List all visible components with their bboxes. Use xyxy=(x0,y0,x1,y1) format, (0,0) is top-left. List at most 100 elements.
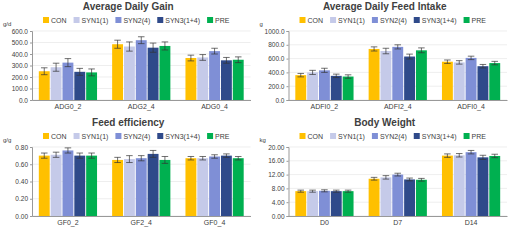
bar xyxy=(136,40,147,100)
legend: CONSYN1(1)SYN2(4)SYN3(1+4)PRE xyxy=(300,133,487,141)
legend-entry: SYN1(1) xyxy=(74,133,109,141)
panel: Feed efficiencyg/gCONSYN1(1)SYN2(4)SYN3(… xyxy=(3,117,251,227)
grid-line xyxy=(32,31,251,32)
error-bar xyxy=(223,154,230,157)
legend-label: SYN1(1) xyxy=(338,17,365,25)
tick: 0.60 xyxy=(15,161,32,168)
tick: ADG0_2 xyxy=(54,100,81,111)
tick: 200.0 xyxy=(268,83,288,90)
bar xyxy=(369,179,380,216)
tick-label: 0.20 xyxy=(15,195,28,202)
legend-entry: SYN1(1) xyxy=(330,133,365,141)
plot-area xyxy=(39,37,244,100)
bar xyxy=(380,51,391,100)
bar xyxy=(489,156,500,216)
tick-mark xyxy=(287,175,289,176)
legend-label: PRE xyxy=(472,133,487,140)
tick-mark xyxy=(287,202,289,203)
legend-entry: SYN2(4) xyxy=(372,17,407,25)
error-bar xyxy=(126,156,133,163)
panel: Average Daily Feed IntakegCONSYN1(1)SYN2… xyxy=(260,1,508,111)
tick-label: 200.0 xyxy=(12,74,29,81)
legend-entry: SYN1(1) xyxy=(330,17,365,25)
bar xyxy=(136,158,147,216)
tick: 0.00 xyxy=(272,213,289,220)
bar xyxy=(209,51,220,100)
tick-mark xyxy=(30,100,32,101)
legend-label: SYN1(1) xyxy=(82,133,109,141)
bar xyxy=(62,150,73,216)
grid xyxy=(289,31,508,100)
tick-label: 100.0 xyxy=(12,85,29,92)
error-bar xyxy=(383,176,390,179)
bar xyxy=(442,62,453,100)
tick-label: 0.0 xyxy=(275,97,284,104)
legend-swatch xyxy=(74,133,80,139)
legend-entry: CON xyxy=(300,17,324,24)
tick: 1000.0 xyxy=(265,28,289,35)
axis-title: kg xyxy=(260,137,266,143)
tick-mark xyxy=(287,100,289,101)
legend: CONSYN1(1)SYN2(4)SYN3(1+4)PRE xyxy=(300,17,487,25)
tick-mark xyxy=(30,77,32,78)
error-bar xyxy=(468,56,475,59)
tick-label: ADFI0_4 xyxy=(457,103,485,111)
tick-mark xyxy=(287,161,289,162)
error-bar xyxy=(418,178,425,181)
bar xyxy=(221,60,232,100)
error-bar xyxy=(162,42,169,50)
tick-label: D7 xyxy=(393,219,402,226)
bar xyxy=(404,179,415,216)
error-bar xyxy=(150,150,157,157)
tick: 500.0 xyxy=(12,39,32,46)
legend-entry: SYN2(4) xyxy=(115,17,150,25)
error-bar xyxy=(480,64,487,67)
error-bar xyxy=(406,54,413,59)
error-bar xyxy=(138,156,145,161)
tick: GF2_4 xyxy=(131,216,153,227)
legend-entry: CON xyxy=(43,133,67,140)
tick-label: ADFI0_2 xyxy=(311,103,339,111)
bar xyxy=(442,156,453,216)
legend-swatch xyxy=(372,17,378,23)
bar xyxy=(295,75,306,100)
tick-mark xyxy=(30,216,32,217)
error-bar xyxy=(456,61,463,64)
error-bar xyxy=(297,190,304,192)
legend-swatch xyxy=(43,17,49,23)
bar xyxy=(404,57,415,100)
bar xyxy=(74,156,85,216)
legend-label: PRE xyxy=(472,17,487,24)
error-bar xyxy=(333,74,340,77)
tick-mark xyxy=(287,216,289,217)
error-bar xyxy=(491,154,498,157)
tick: 200.0 xyxy=(12,74,32,81)
legend-label: CON xyxy=(308,133,324,140)
tick-mark xyxy=(287,31,289,32)
legend-entry: SYN2(4) xyxy=(115,133,150,141)
bar xyxy=(454,62,465,100)
error-bar xyxy=(235,156,242,159)
error-bar xyxy=(333,190,340,192)
tick-label: D0 xyxy=(320,219,329,226)
error-bar xyxy=(297,73,304,76)
tick: 600.0 xyxy=(268,55,288,62)
tick: 0.20 xyxy=(15,195,32,202)
error-bar xyxy=(65,148,72,153)
legend-label: CON xyxy=(51,17,67,24)
legend-label: CON xyxy=(308,17,324,24)
tick-label: 8.00 xyxy=(272,185,285,192)
legend-swatch xyxy=(207,133,213,139)
tick-label: ADG0_2 xyxy=(54,103,81,111)
error-bar xyxy=(394,173,401,176)
tick: 16.00 xyxy=(268,157,288,164)
grid xyxy=(289,147,508,216)
legend-entry: PRE xyxy=(464,133,487,140)
bar xyxy=(307,191,318,216)
axis-title: g/d xyxy=(3,21,11,27)
legend-entry: SYN2(4) xyxy=(372,133,407,141)
error-bar xyxy=(88,69,95,76)
error-bar xyxy=(406,178,413,181)
title: Average Daily Gain xyxy=(83,1,174,12)
bar xyxy=(39,156,50,216)
